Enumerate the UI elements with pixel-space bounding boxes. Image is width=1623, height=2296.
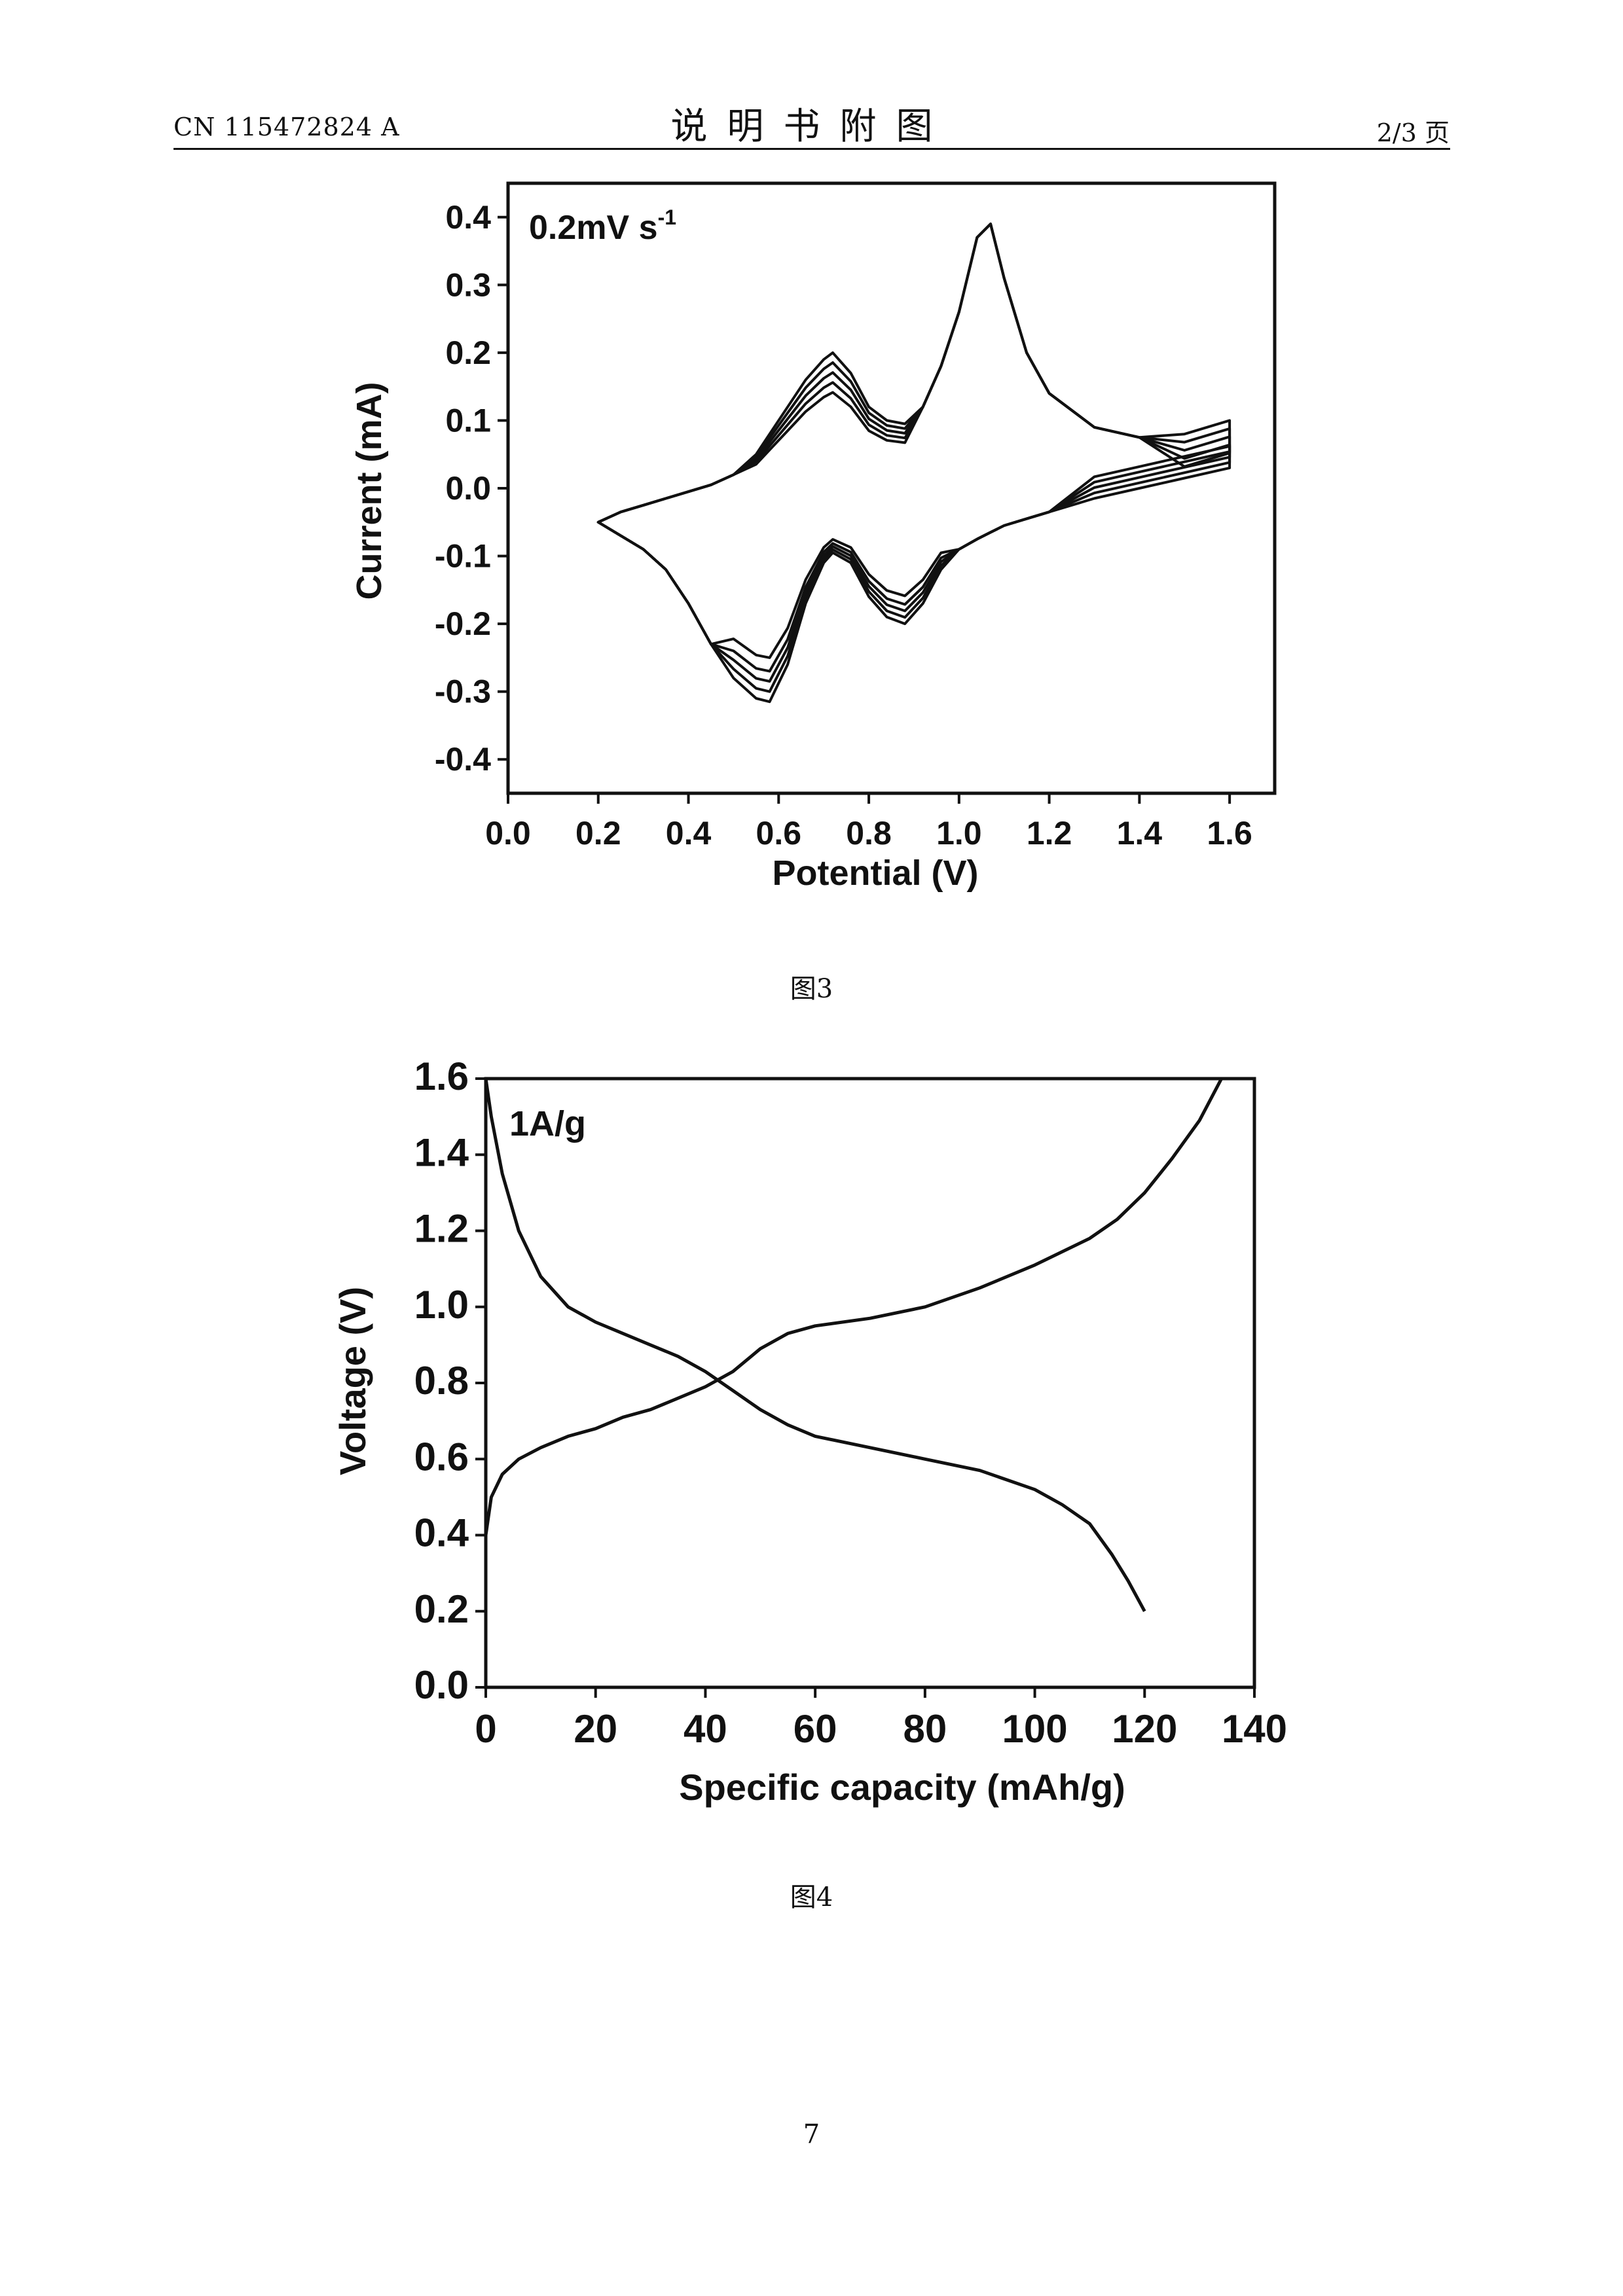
cv-annotation-superscript: -1: [658, 206, 676, 229]
gcd-x-tick-label: 60: [793, 1707, 837, 1751]
cv-plot-area: 0.0 0.2 0.4 0.6 0.8 1.0 1.2 1.4 1.6 -0.4 -0.3 -0.2 -…: [435, 181, 1277, 852]
cv-frame: [506, 181, 1277, 795]
cv-x-tick-label: 0.8: [846, 815, 892, 852]
gcd-y-tick-label: 1.4: [414, 1130, 469, 1174]
cv-cycle-2-line: [596, 223, 1231, 673]
gcd-figure-caption: 图4: [790, 1882, 833, 1912]
cv-y-tick-label: 0.2: [445, 334, 491, 371]
gcd-annotation: 1A/g: [509, 1104, 586, 1143]
gcd-x-tick-label: 40: [684, 1707, 727, 1751]
cv-cycle-1-line: [596, 223, 1231, 659]
cv-x-tick-label: 0.6: [756, 815, 802, 852]
gcd-y-tick-label: 1.2: [414, 1207, 469, 1251]
cv-figure-caption: 图3: [790, 974, 833, 1004]
cv-y-tick-label: -0.3: [435, 673, 491, 710]
cv-x-tick-label: 0.4: [666, 815, 712, 852]
gcd-y-tick-label: 0.4: [414, 1511, 469, 1555]
cv-x-tick-label: 1.6: [1207, 815, 1252, 852]
gcd-x-tick-label: 140: [1222, 1707, 1287, 1751]
gcd-y-axis-label: Voltage (V): [332, 1287, 373, 1475]
cv-x-tick-label: 0.0: [485, 815, 531, 852]
cv-chart: 0.0 0.2 0.4 0.6 0.8 1.0 1.2 1.4 1.6 -0.4 -0.3 -0.2 -…: [350, 181, 1277, 893]
cv-y-tick-label: 0.1: [445, 402, 491, 439]
header-rule: [173, 148, 1450, 150]
gcd-x-tick-label: 100: [1002, 1707, 1068, 1751]
gcd-y-tick-label: 1.6: [414, 1054, 469, 1098]
gcd-y-tick-label: 0.0: [414, 1663, 469, 1707]
gcd-chart: 0 20 40 60 80 100 120 140 0.0 0.2 0.4 0.6 0.8 1.0 1.2 1…: [332, 1054, 1287, 1808]
gcd-x-tick-label: 20: [574, 1707, 617, 1751]
cv-cycle-4-line: [596, 223, 1231, 693]
gcd-y-tick-label: 0.2: [414, 1587, 469, 1631]
cv-y-tick-label: 0.0: [445, 470, 491, 507]
gcd-x-tick-label: 120: [1112, 1707, 1177, 1751]
cv-y-tick-label: -0.4: [435, 741, 491, 778]
cv-y-tick-label: 0.4: [445, 199, 491, 236]
gcd-y-tick-label: 1.0: [414, 1283, 469, 1327]
cv-cycle-5-line: [596, 223, 1231, 704]
gcd-x-tick-label: 80: [903, 1707, 947, 1751]
cv-x-axis-label: Potential (V): [772, 853, 978, 893]
gcd-discharge-line: [484, 1078, 1146, 1612]
cv-y-tick-label: 0.3: [445, 266, 491, 303]
gcd-x-axis-label: Specific capacity (mAh/g): [679, 1767, 1125, 1808]
patent-number: CN 115472824 A: [173, 113, 400, 141]
gcd-y-tick-label: 0.6: [414, 1435, 469, 1479]
cv-annotation: 0.2mV s-1: [529, 206, 676, 247]
page-number: 7: [803, 2119, 820, 2149]
gcd-charge-line: [484, 1077, 1223, 1535]
gcd-frame: [484, 1077, 1256, 1689]
cv-x-tick-label: 0.2: [575, 815, 621, 852]
cv-y-axis-label: Current (mA): [350, 382, 389, 600]
cv-x-tick-label: 1.2: [1027, 815, 1072, 852]
gcd-y-tick-label: 0.8: [414, 1359, 469, 1403]
cv-x-tick-label: 1.0: [936, 815, 982, 852]
cv-x-tick-label: 1.4: [1117, 815, 1163, 852]
gcd-x-tick-label: 0: [475, 1707, 496, 1751]
page-fraction: 2/3 页: [1376, 118, 1450, 147]
gcd-plot-area: 0 20 40 60 80 100 120 140 0.0 0.2 0.4 0.6 0.8 1.0 1.2 1…: [414, 1054, 1287, 1751]
section-title: 说明书附图: [670, 105, 953, 148]
cv-y-tick-label: -0.2: [435, 605, 491, 642]
cv-y-tick-label: -0.1: [435, 538, 491, 575]
